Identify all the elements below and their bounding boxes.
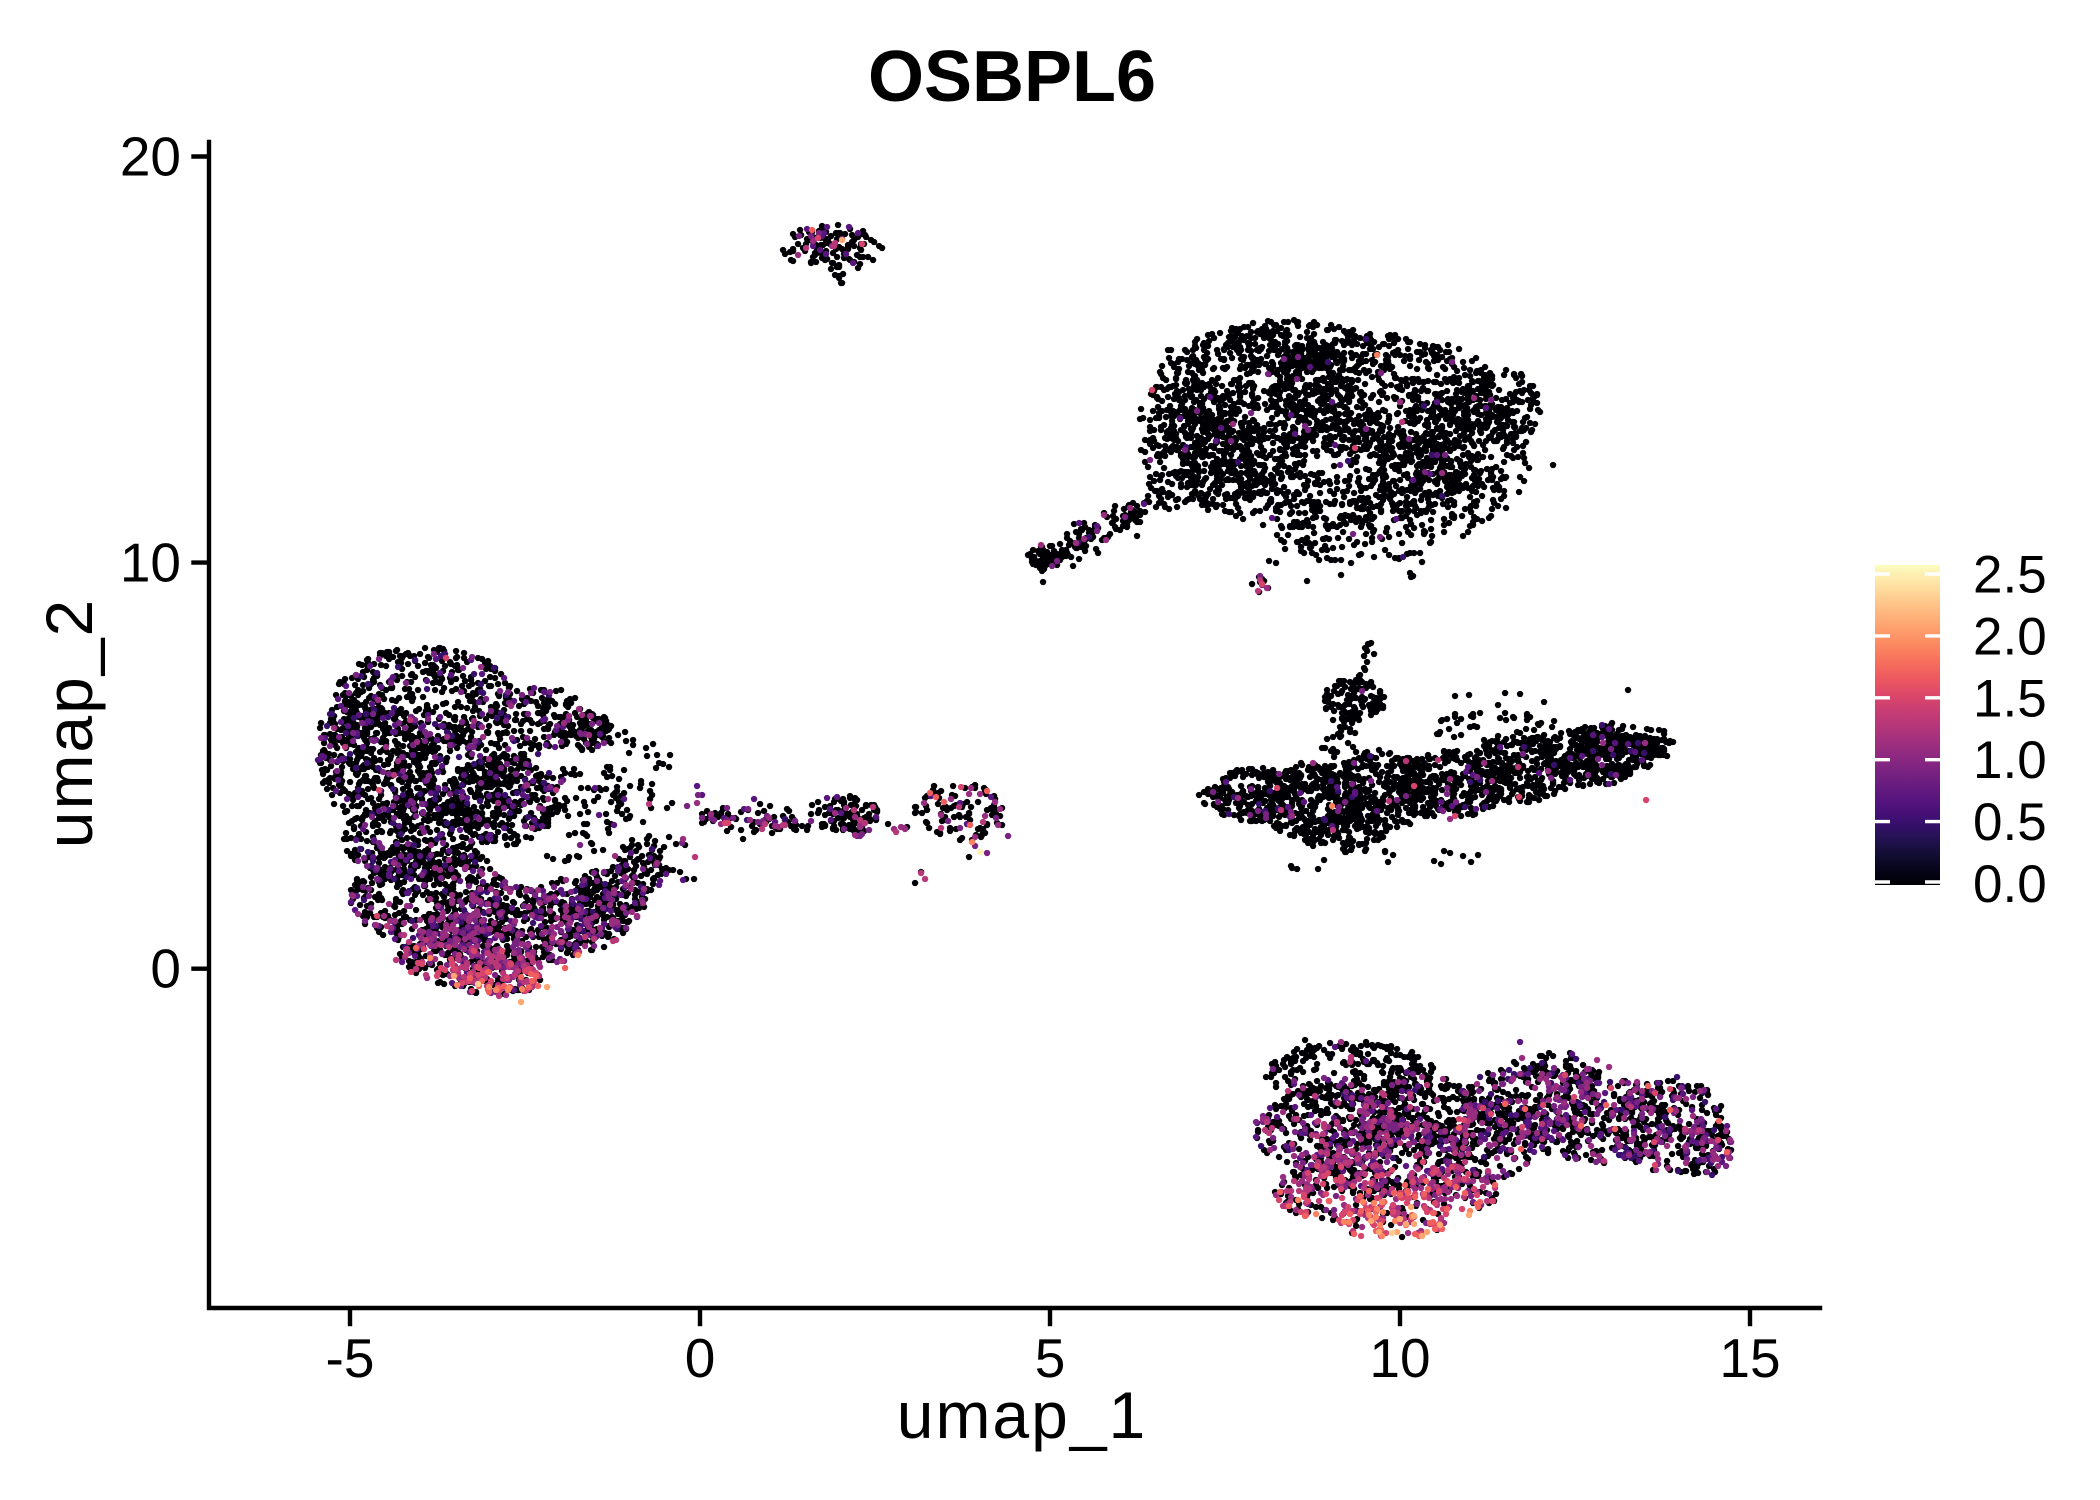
svg-text:0: 0 <box>685 1327 716 1389</box>
svg-text:umap_1: umap_1 <box>897 1378 1148 1452</box>
svg-text:OSBPL6: OSBPL6 <box>868 37 1156 117</box>
svg-text:1.0: 1.0 <box>1973 731 2047 790</box>
svg-text:2.5: 2.5 <box>1973 546 2047 605</box>
svg-text:15: 15 <box>1719 1327 1780 1389</box>
svg-text:0: 0 <box>150 938 181 1000</box>
svg-text:10: 10 <box>1369 1327 1430 1389</box>
svg-text:umap_2: umap_2 <box>32 598 106 849</box>
svg-text:0.5: 0.5 <box>1973 793 2047 852</box>
svg-text:10: 10 <box>120 532 181 594</box>
svg-text:-5: -5 <box>326 1327 375 1389</box>
svg-text:5: 5 <box>1035 1327 1066 1389</box>
svg-text:0.0: 0.0 <box>1973 855 2047 914</box>
svg-text:20: 20 <box>120 126 181 188</box>
svg-text:1.5: 1.5 <box>1973 669 2047 728</box>
svg-text:2.0: 2.0 <box>1973 607 2047 666</box>
